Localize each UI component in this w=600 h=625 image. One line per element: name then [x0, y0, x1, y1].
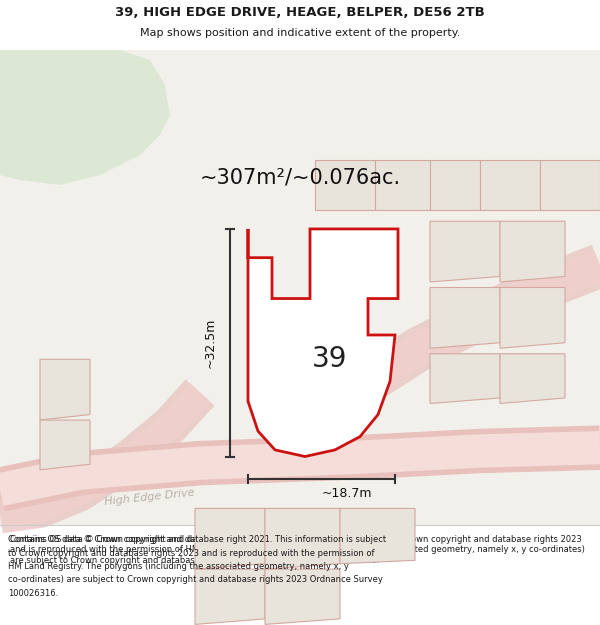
Text: Map shows position and indicative extent of the property.: Map shows position and indicative extent… [140, 28, 460, 38]
Polygon shape [40, 359, 90, 420]
Polygon shape [430, 354, 500, 404]
Polygon shape [195, 508, 265, 569]
Text: High Edge Drive: High Edge Drive [104, 488, 196, 507]
Text: ~32.5m: ~32.5m [203, 318, 217, 368]
Text: HM Land Registry. The polygons (including the associated geometry, namely x, y: HM Land Registry. The polygons (includin… [8, 562, 349, 571]
Text: co-ordinates) are subject to Crown copyright and database rights 2023 Ordnance S: co-ordinates) are subject to Crown copyr… [8, 576, 383, 584]
Text: 39, HIGH EDGE DRIVE, HEAGE, BELPER, DE56 2TB: 39, HIGH EDGE DRIVE, HEAGE, BELPER, DE56… [115, 6, 485, 19]
Polygon shape [430, 221, 500, 282]
Text: ~307m²/~0.076ac.: ~307m²/~0.076ac. [199, 167, 401, 187]
Polygon shape [430, 161, 480, 210]
Polygon shape [430, 288, 500, 348]
Text: Contains OS data © Crown copyright and database right 2021. This information is : Contains OS data © Crown copyright and d… [10, 535, 585, 565]
Polygon shape [265, 508, 340, 569]
Polygon shape [540, 161, 600, 210]
Bar [0, 525, 600, 625]
Polygon shape [315, 161, 375, 210]
Polygon shape [500, 354, 565, 404]
Polygon shape [375, 161, 430, 210]
Bar [0, 0, 600, 50]
Polygon shape [480, 161, 540, 210]
Polygon shape [0, 434, 600, 508]
Text: to Crown copyright and database rights 2023 and is reproduced with the permissio: to Crown copyright and database rights 2… [8, 549, 374, 558]
Bar [0, 50, 600, 525]
Polygon shape [195, 569, 265, 624]
Polygon shape [248, 229, 398, 456]
Polygon shape [500, 221, 565, 282]
Polygon shape [40, 420, 90, 470]
Polygon shape [340, 508, 415, 564]
Text: Contains OS data © Crown copyright and database right 2021. This information is : Contains OS data © Crown copyright and d… [8, 535, 386, 544]
Text: ~18.7m: ~18.7m [321, 487, 372, 499]
Polygon shape [500, 288, 565, 348]
Polygon shape [0, 50, 170, 185]
Polygon shape [265, 569, 340, 624]
Text: 100026316.: 100026316. [8, 589, 58, 598]
Text: 39: 39 [312, 345, 348, 373]
